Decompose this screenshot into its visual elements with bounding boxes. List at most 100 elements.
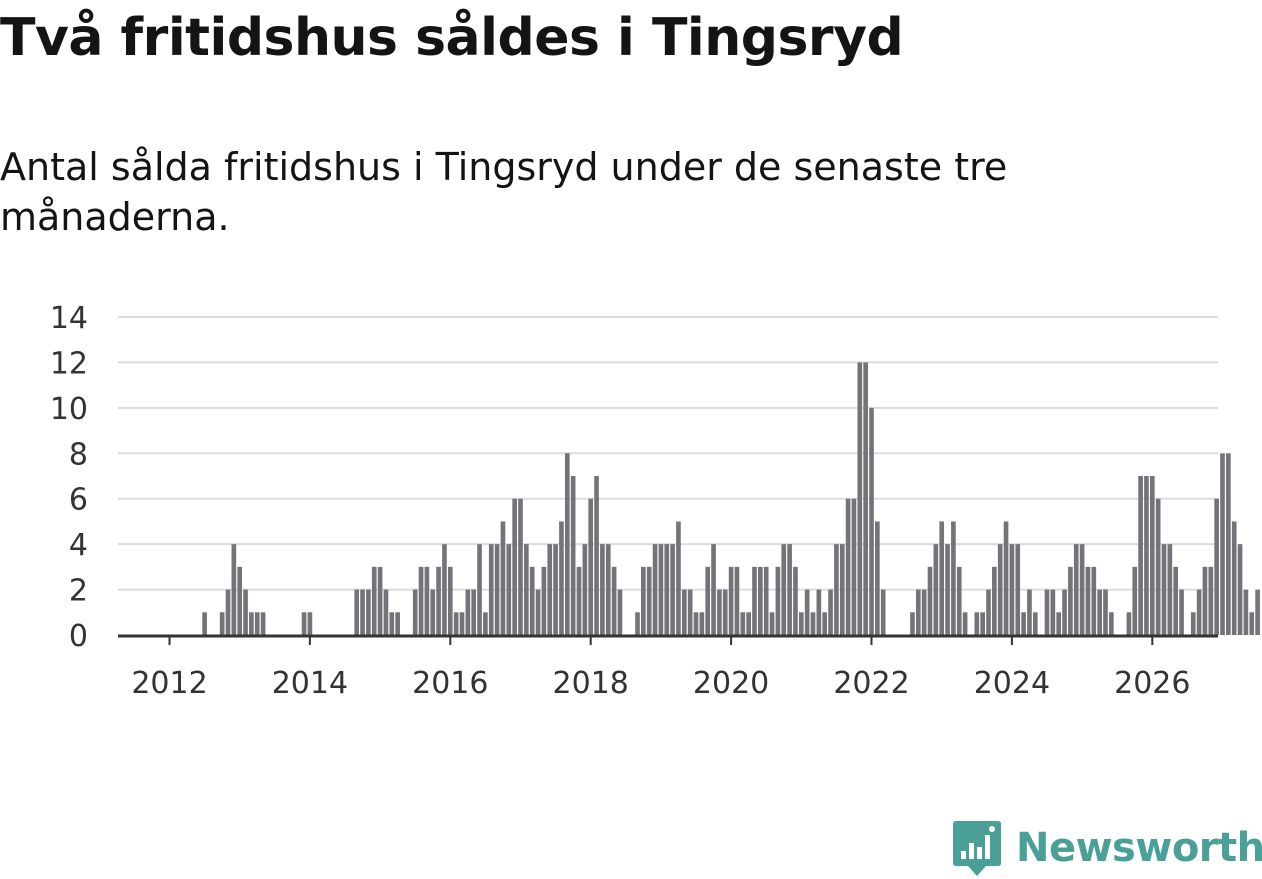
bar [1097, 589, 1102, 635]
bar [483, 612, 488, 635]
bar [804, 589, 810, 635]
bar [436, 566, 441, 635]
newsworthy-logo-icon [953, 821, 1001, 876]
bar [752, 566, 757, 635]
bar [717, 589, 722, 635]
bar [1003, 521, 1009, 635]
bar [1132, 566, 1138, 635]
bar [442, 544, 447, 635]
bar [518, 498, 523, 635]
bar [1044, 589, 1050, 635]
bar [383, 589, 389, 635]
bar [1155, 498, 1161, 635]
bar [781, 544, 787, 635]
y-axis-ticks: 0 2 4 6 8 10 12 14 [50, 301, 88, 654]
bar [1027, 589, 1032, 635]
bar [635, 612, 640, 635]
bar [1056, 612, 1062, 635]
bar [863, 362, 868, 635]
bar [880, 589, 886, 635]
bars [202, 362, 1260, 635]
bar [219, 612, 225, 635]
bar [722, 589, 728, 635]
x-tick-label: 2020 [693, 666, 769, 701]
bar [1138, 476, 1143, 635]
bar [605, 544, 611, 635]
bar [202, 612, 207, 635]
bar [910, 612, 915, 635]
y-tick-label: 10 [50, 392, 88, 427]
bar [1243, 589, 1249, 635]
bar [1109, 612, 1114, 635]
bar [962, 612, 968, 635]
bar [547, 544, 553, 635]
bar [453, 612, 459, 635]
bar [810, 612, 816, 635]
bar [553, 544, 558, 635]
bar [459, 612, 465, 635]
bar [1091, 566, 1097, 635]
bar [787, 544, 792, 635]
bar [641, 566, 646, 635]
bar [354, 589, 360, 635]
bar [1255, 589, 1260, 635]
bar [471, 589, 477, 635]
x-tick-label: 2012 [131, 666, 207, 701]
bar [980, 612, 985, 635]
bar [512, 498, 517, 635]
bar [1144, 476, 1149, 635]
bar [447, 566, 453, 635]
bar [839, 544, 845, 635]
y-tick-label: 0 [69, 619, 88, 654]
bar [997, 544, 1003, 635]
bar [956, 566, 962, 635]
bar [927, 566, 933, 635]
bar [1050, 589, 1056, 635]
y-tick-label: 12 [50, 346, 88, 381]
bar [1161, 544, 1167, 635]
y-tick-label: 4 [69, 528, 88, 563]
bar [1208, 566, 1214, 635]
x-tick-label: 2022 [833, 666, 909, 701]
bar [570, 476, 576, 635]
x-tick-label: 2024 [974, 666, 1050, 701]
bar [693, 612, 699, 635]
bar [594, 476, 599, 635]
y-tick-label: 2 [69, 574, 88, 609]
bar [529, 566, 535, 635]
bar [564, 453, 570, 635]
bar [1231, 521, 1237, 635]
bar [740, 612, 746, 635]
bar [494, 544, 500, 635]
bar [1068, 566, 1073, 635]
bar [1015, 544, 1021, 635]
bar [687, 589, 693, 635]
y-tick-label: 6 [69, 483, 88, 518]
bar [664, 544, 670, 635]
bar [1237, 544, 1243, 635]
bar [254, 612, 260, 635]
bar [921, 589, 927, 635]
bar [699, 612, 705, 635]
bar [617, 589, 623, 635]
bar [1085, 566, 1091, 635]
bar [951, 521, 956, 635]
bar [395, 612, 400, 635]
bar [412, 589, 418, 635]
bar [652, 544, 658, 635]
newsworthy-logo-text: Newsworthy [1016, 825, 1262, 871]
bar [377, 566, 383, 635]
bar [798, 612, 804, 635]
bar [465, 589, 471, 635]
bar [746, 612, 751, 635]
bar-chart: 0 2 4 6 8 10 12 14 2012 2014 2016 2018 2020 2022 2024… [50, 301, 1260, 701]
bar [611, 566, 617, 635]
bar [301, 612, 307, 635]
bar [1021, 612, 1026, 635]
bar [1032, 612, 1038, 635]
bar [705, 566, 711, 635]
bar [524, 544, 529, 635]
bar [734, 566, 740, 635]
grid-lines [118, 316, 1218, 591]
bar [1179, 589, 1184, 635]
